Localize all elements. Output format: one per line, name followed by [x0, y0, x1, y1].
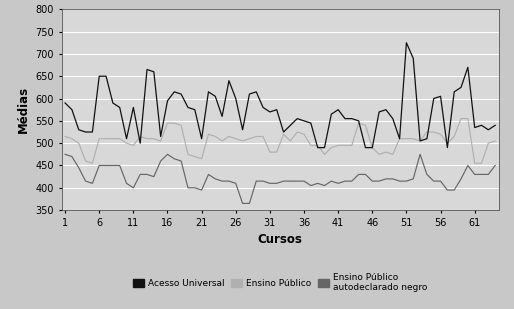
Y-axis label: Médias: Médias: [17, 86, 30, 133]
Legend: Acesso Universal, Ensino Público, Ensino Público
autodeclarado negro: Acesso Universal, Ensino Público, Ensino…: [131, 271, 429, 294]
X-axis label: Cursos: Cursos: [258, 233, 303, 246]
